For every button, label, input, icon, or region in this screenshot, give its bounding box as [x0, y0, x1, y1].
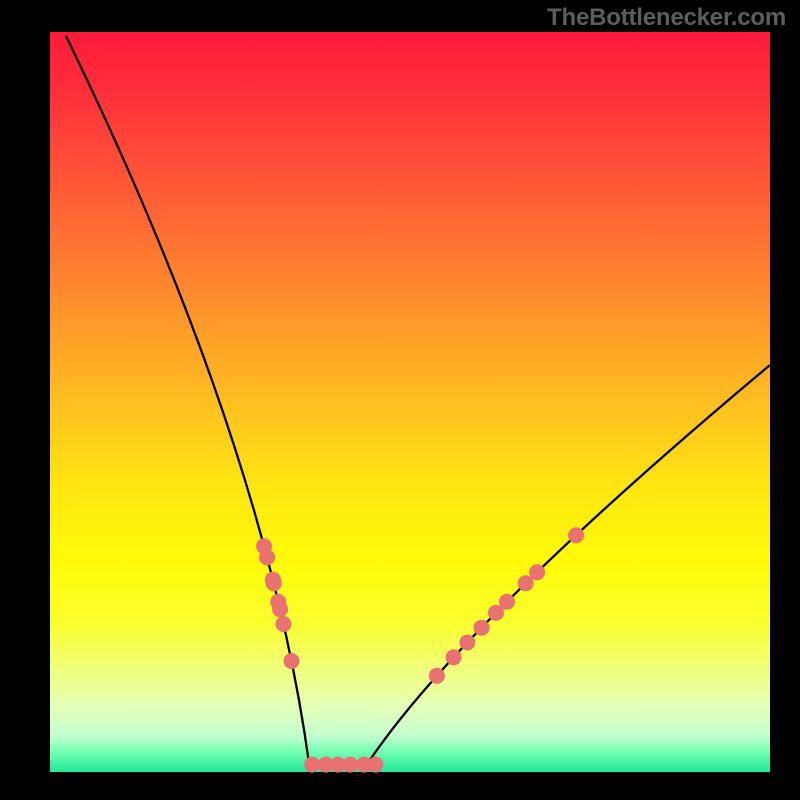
- data-dot: [488, 605, 504, 621]
- bottleneck-chart-svg: [0, 0, 800, 800]
- data-dot: [275, 616, 291, 632]
- data-dot: [304, 757, 320, 773]
- plot-background: [50, 32, 770, 772]
- data-dot: [459, 635, 475, 651]
- data-dot: [568, 527, 584, 543]
- data-dot: [272, 601, 288, 617]
- data-dot: [259, 549, 275, 565]
- data-dot: [474, 620, 490, 636]
- data-dot: [283, 653, 299, 669]
- data-dot: [429, 668, 445, 684]
- data-dot: [342, 757, 358, 773]
- data-dot: [266, 575, 282, 591]
- data-dot: [446, 649, 462, 665]
- watermark-label: TheBottlenecker.com: [547, 4, 786, 32]
- data-dot: [367, 757, 383, 773]
- data-dot: [529, 564, 545, 580]
- data-dot: [518, 575, 534, 591]
- chart-canvas: TheBottlenecker.com: [0, 0, 800, 800]
